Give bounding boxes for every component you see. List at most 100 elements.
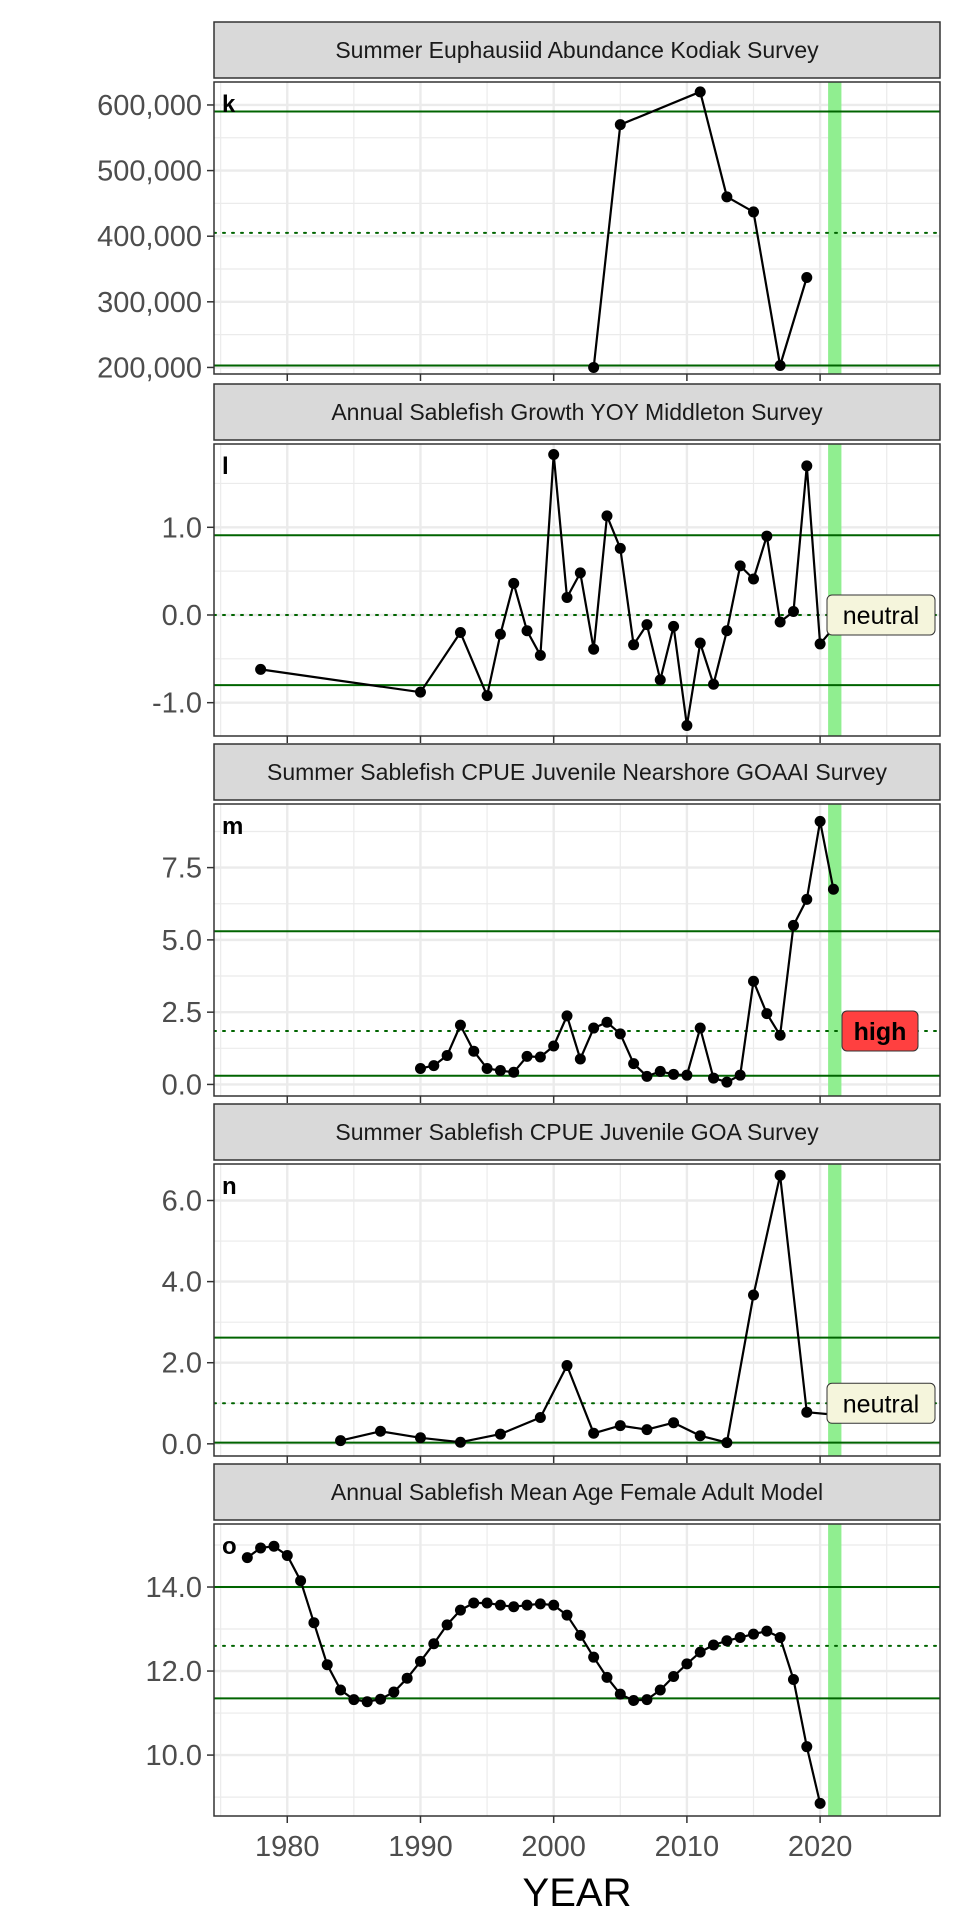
y-tick-label: 2.0: [162, 1348, 202, 1380]
data-point: [454, 1436, 466, 1448]
data-point: [761, 530, 773, 542]
y-tick-label: 7.5: [162, 853, 202, 885]
current-year-band: [828, 444, 842, 736]
data-point: [774, 359, 786, 371]
data-point: [414, 1655, 426, 1667]
data-point: [348, 1694, 360, 1706]
status-badge-box: [826, 1382, 936, 1424]
data-point: [734, 1069, 746, 1081]
data-point: [614, 119, 626, 131]
panel-n: Summer Sablefish CPUE Juvenile GOA Surve…: [162, 1103, 941, 1463]
data-point: [748, 975, 760, 987]
data-point: [748, 1289, 760, 1301]
data-point: [468, 1597, 480, 1609]
y-tick-label: 12.0: [146, 1656, 202, 1688]
data-point: [548, 449, 560, 461]
data-point: [534, 1598, 546, 1610]
panel-tag: n: [222, 1173, 237, 1200]
data-point: [414, 1063, 426, 1075]
data-point: [801, 1406, 813, 1418]
data-point: [574, 1053, 586, 1065]
data-point: [614, 1028, 626, 1040]
data-point: [561, 1609, 573, 1621]
data-point: [481, 1063, 493, 1075]
data-point: [654, 674, 666, 686]
panel-title: Summer Sablefish CPUE Juvenile GOA Surve…: [335, 1119, 819, 1145]
plot-area: [214, 82, 940, 374]
data-point: [588, 1427, 600, 1439]
data-point: [361, 1696, 373, 1708]
data-point: [241, 1552, 253, 1564]
data-point: [721, 1635, 733, 1647]
y-tick-label: 10.0: [146, 1740, 202, 1772]
status-badge: high: [841, 1010, 919, 1052]
data-point: [308, 1617, 320, 1629]
data-point: [628, 639, 640, 651]
data-point: [521, 625, 533, 637]
current-year-band: [828, 82, 842, 374]
data-point: [481, 1597, 493, 1609]
data-point: [694, 86, 706, 98]
y-tick-label: 600,000: [97, 90, 202, 122]
data-point: [454, 627, 466, 639]
data-point: [721, 191, 733, 203]
data-point: [628, 1694, 640, 1706]
data-point: [614, 1688, 626, 1700]
data-point: [668, 1671, 680, 1683]
data-point: [601, 1016, 613, 1028]
panel-tag: m: [222, 813, 243, 840]
current-year-band: [828, 804, 842, 1096]
data-point: [814, 815, 826, 827]
data-point: [748, 1628, 760, 1640]
data-point: [681, 1658, 693, 1670]
x-tick-label: 2010: [655, 1831, 720, 1863]
data-point: [534, 649, 546, 661]
data-point: [561, 591, 573, 603]
data-point: [774, 616, 786, 628]
data-point: [295, 1575, 307, 1587]
data-point: [414, 686, 426, 698]
panel-border: [213, 81, 941, 375]
x-tick-label: 2020: [788, 1831, 853, 1863]
status-badge: neutral: [826, 1382, 936, 1424]
data-point: [601, 510, 613, 522]
data-point: [494, 1428, 506, 1440]
data-point: [761, 1008, 773, 1020]
status-badge-box: [841, 1010, 919, 1052]
data-point: [814, 638, 826, 650]
data-point: [734, 1631, 746, 1643]
panel-strip: [213, 1103, 941, 1161]
data-point: [827, 883, 839, 895]
plot-area: [214, 1524, 940, 1816]
status-badge-label: neutral: [843, 602, 919, 630]
panel-strip: [213, 21, 941, 79]
data-point: [708, 1072, 720, 1084]
data-point: [508, 1601, 520, 1613]
data-point: [774, 1169, 786, 1181]
data-point: [508, 1066, 520, 1078]
data-point: [548, 1599, 560, 1611]
data-point: [428, 1060, 440, 1072]
y-tick-label: 500,000: [97, 156, 202, 188]
data-point: [588, 361, 600, 373]
data-point: [614, 542, 626, 554]
y-tick-label: 4.0: [162, 1267, 202, 1299]
panel-title: Annual Sablefish Mean Age Female Adult M…: [331, 1479, 823, 1505]
data-point: [534, 1411, 546, 1423]
data-point: [601, 1671, 613, 1683]
data-point: [721, 1076, 733, 1088]
data-point: [494, 1065, 506, 1077]
data-point: [614, 1420, 626, 1432]
panel-m: Summer Sablefish CPUE Juvenile Nearshore…: [162, 743, 941, 1103]
status-badge-box: [826, 594, 936, 636]
data-point: [454, 1019, 466, 1031]
panel-tag: k: [222, 91, 236, 118]
data-point: [801, 1741, 813, 1753]
data-point: [641, 1070, 653, 1082]
panel-o: Annual Sablefish Mean Age Female Adult M…: [146, 1463, 941, 1915]
data-point: [641, 1694, 653, 1706]
data-point: [694, 1430, 706, 1442]
data-point: [668, 1417, 680, 1429]
data-point: [268, 1540, 280, 1552]
